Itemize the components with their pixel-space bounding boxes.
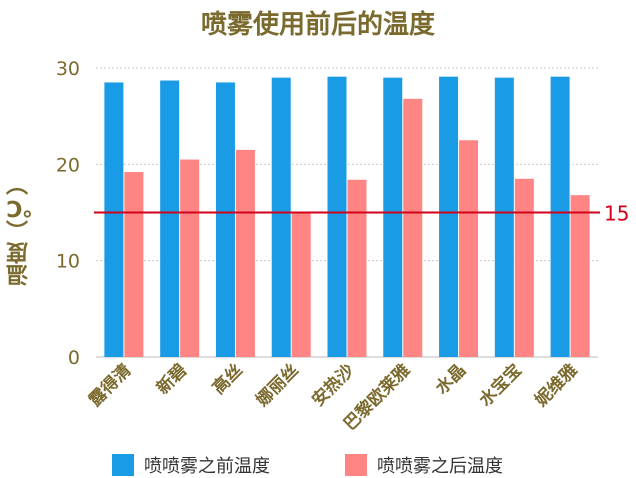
bar-before xyxy=(550,76,570,358)
bar-after xyxy=(235,149,255,357)
bar-before xyxy=(383,77,403,357)
x-tick-label: 水宝宝 xyxy=(475,360,526,411)
bar-after xyxy=(459,140,479,357)
bar-after xyxy=(403,98,423,358)
x-tick-label: 新碧 xyxy=(152,360,191,399)
bar-before xyxy=(439,76,459,358)
bar-before xyxy=(160,80,180,358)
x-tick-label: 安热沙 xyxy=(308,360,359,411)
y-tick-label: 20 xyxy=(56,154,80,176)
bar-after xyxy=(124,172,144,357)
x-tick-label: 娜丽丝 xyxy=(252,360,303,411)
reference-line-label: 15 xyxy=(604,202,629,226)
bar-before xyxy=(215,82,235,357)
y-tick-label: 30 xyxy=(56,58,80,80)
legend-item-before: 喷喷雾之前温度 xyxy=(112,452,270,478)
legend-label-after: 喷喷雾之后温度 xyxy=(377,456,503,477)
bar-before xyxy=(104,82,124,357)
bar-after xyxy=(180,159,200,357)
legend-item-after: 喷喷雾之后温度 xyxy=(345,452,503,478)
bar-before xyxy=(327,76,347,358)
x-tick-label: 高丝 xyxy=(208,360,247,399)
bar-after xyxy=(291,212,311,357)
bar-before xyxy=(494,77,514,357)
y-tick-label: 0 xyxy=(68,347,80,369)
legend-label-before: 喷喷雾之前温度 xyxy=(144,456,270,477)
x-tick-label: 妮维雅 xyxy=(530,360,582,412)
bar-after xyxy=(570,195,590,357)
chart-title: 喷雾使用前后的温度 xyxy=(200,10,435,40)
bar-before xyxy=(271,77,291,357)
bar-after xyxy=(514,178,534,357)
bar-after xyxy=(347,179,367,357)
x-tick-label: 水晶 xyxy=(431,360,470,399)
legend-swatch-after xyxy=(345,454,367,476)
legend-swatch-before xyxy=(112,454,134,476)
x-tick-label: 露得清 xyxy=(85,360,136,411)
y-tick-label: 10 xyxy=(56,251,80,273)
